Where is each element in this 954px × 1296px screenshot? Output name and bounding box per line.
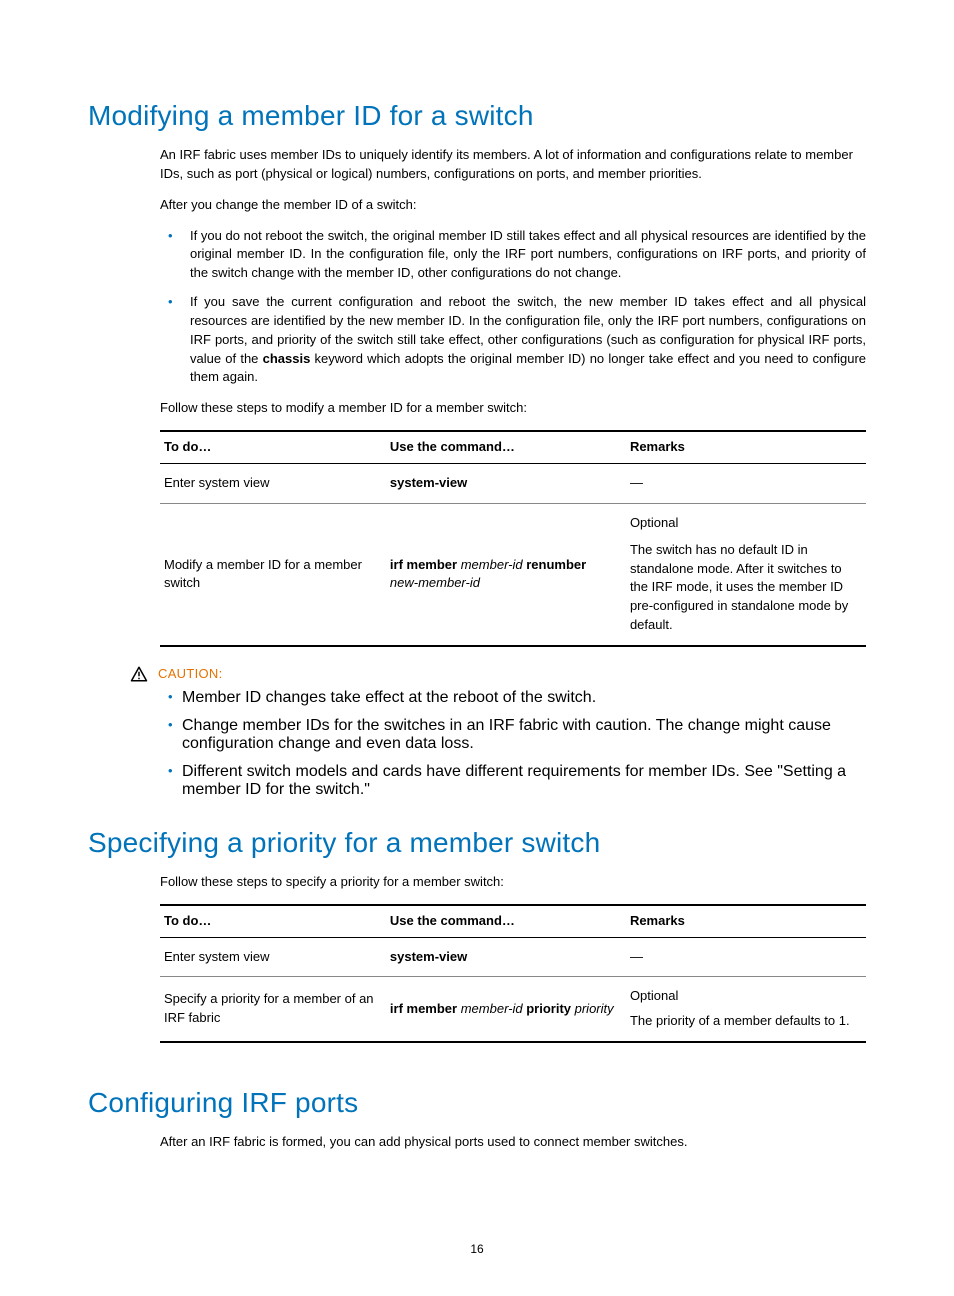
cell: Enter system view xyxy=(160,937,386,977)
text: Optional xyxy=(630,987,856,1006)
param: priority xyxy=(575,1001,614,1016)
cell: — xyxy=(626,937,866,977)
para: An IRF fabric uses member IDs to uniquel… xyxy=(160,146,866,184)
table-header: To do… xyxy=(160,905,386,937)
table-row: Enter system view system-view — xyxy=(160,937,866,977)
caution-item: Change member IDs for the switches in an… xyxy=(160,717,866,753)
heading-specify-priority: Specifying a priority for a member switc… xyxy=(88,827,866,859)
cell: — xyxy=(626,463,866,503)
text: Optional xyxy=(630,514,856,533)
cell: irf member member-id priority priority xyxy=(386,977,626,1042)
table-header: Use the command… xyxy=(386,431,626,463)
command: priority xyxy=(523,1001,575,1016)
para: After you change the member ID of a swit… xyxy=(160,196,866,215)
cell: Modify a member ID for a member switch xyxy=(160,503,386,646)
heading-modify-member-id: Modifying a member ID for a switch xyxy=(88,100,866,132)
table-header: Use the command… xyxy=(386,905,626,937)
cell: irf member member-id renumber new-member… xyxy=(386,503,626,646)
para: Follow these steps to specify a priority… xyxy=(160,873,866,892)
command: renumber xyxy=(523,557,587,572)
cell: Specify a priority for a member of an IR… xyxy=(160,977,386,1042)
page-number: 16 xyxy=(0,1242,954,1256)
table-row: Enter system view system-view — xyxy=(160,463,866,503)
para: Follow these steps to modify a member ID… xyxy=(160,399,866,418)
cell: system-view xyxy=(386,937,626,977)
table-row: Specify a priority for a member of an IR… xyxy=(160,977,866,1042)
caution-item: Member ID changes take effect at the reb… xyxy=(160,689,866,707)
para: After an IRF fabric is formed, you can a… xyxy=(160,1133,866,1152)
command: system-view xyxy=(390,949,467,964)
command: irf member xyxy=(390,1001,461,1016)
keyword-chassis: chassis xyxy=(263,351,311,366)
caution-item: Different switch models and cards have d… xyxy=(160,763,866,799)
table-header: Remarks xyxy=(626,905,866,937)
param: new-member-id xyxy=(390,575,480,590)
caution-label: CAUTION: xyxy=(158,666,223,681)
text: The priority of a member defaults to 1. xyxy=(630,1012,856,1031)
table-row: Modify a member ID for a member switch i… xyxy=(160,503,866,646)
cell: system-view xyxy=(386,463,626,503)
text: The switch has no default ID in standalo… xyxy=(630,541,856,635)
bullet-item: If you do not reboot the switch, the ori… xyxy=(160,227,866,284)
cell: Optional The switch has no default ID in… xyxy=(626,503,866,646)
table-header: Remarks xyxy=(626,431,866,463)
command: irf member xyxy=(390,557,461,572)
table-modify-member-id: To do… Use the command… Remarks Enter sy… xyxy=(160,430,866,647)
table-specify-priority: To do… Use the command… Remarks Enter sy… xyxy=(160,904,866,1043)
cell: Optional The priority of a member defaul… xyxy=(626,977,866,1042)
bullet-item: If you save the current configuration an… xyxy=(160,293,866,387)
command: system-view xyxy=(390,475,467,490)
cell: Enter system view xyxy=(160,463,386,503)
table-header: To do… xyxy=(160,431,386,463)
heading-config-irf-ports: Configuring IRF ports xyxy=(88,1087,866,1119)
param: member-id xyxy=(461,1001,523,1016)
caution-block: CAUTION: Member ID changes take effect a… xyxy=(130,665,866,799)
param: member-id xyxy=(461,557,523,572)
caution-icon xyxy=(130,665,148,683)
